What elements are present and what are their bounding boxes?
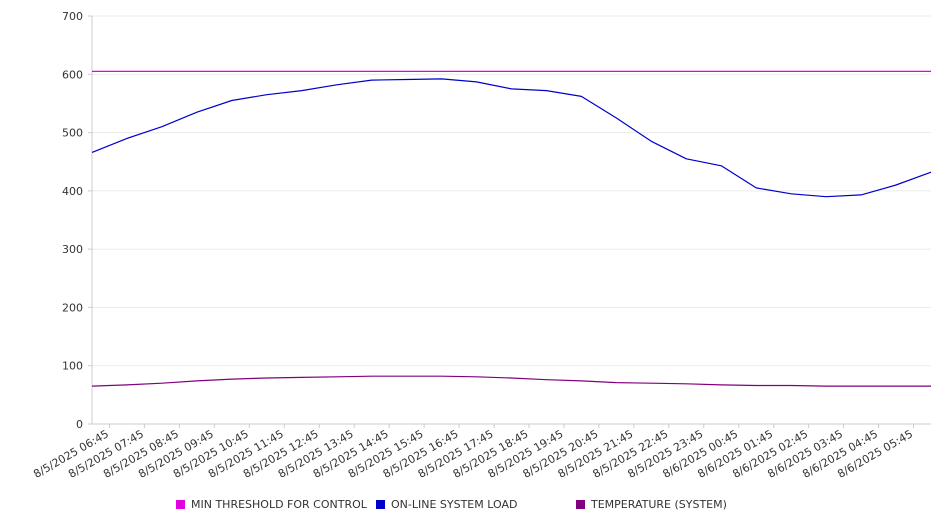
y-tick-label: 500 — [62, 127, 83, 140]
x-axis-ticks: 8/5/2025 06:458/5/2025 07:458/5/2025 08:… — [31, 424, 915, 481]
series-line-1 — [91, 78, 932, 198]
legend-swatch-temperature — [576, 500, 585, 509]
y-axis-ticks: 0 100 200 300 400 500 600 700 — [62, 10, 92, 431]
legend: MIN THRESHOLD FOR CONTROL ON-LINE SYSTEM… — [0, 498, 946, 514]
legend-label-temperature: TEMPERATURE (SYSTEM) — [591, 498, 727, 511]
grid-lines — [92, 15, 931, 367]
legend-item-threshold: MIN THRESHOLD FOR CONTROL — [176, 498, 367, 511]
y-tick-label: 0 — [76, 418, 83, 431]
y-tick-label: 600 — [62, 68, 83, 81]
y-tick-label: 300 — [62, 243, 83, 256]
legend-label-threshold: MIN THRESHOLD FOR CONTROL — [191, 498, 367, 511]
legend-item-temperature: TEMPERATURE (SYSTEM) — [576, 498, 727, 511]
axes — [91, 16, 931, 425]
y-tick-label: 200 — [62, 301, 83, 314]
legend-swatch-system-load — [376, 500, 385, 509]
series-line-2 — [91, 375, 931, 387]
y-tick-label: 100 — [62, 360, 83, 373]
legend-label-system-load: ON-LINE SYSTEM LOAD — [391, 498, 518, 511]
y-tick-label: 700 — [62, 10, 83, 23]
legend-item-system-load: ON-LINE SYSTEM LOAD — [376, 498, 517, 511]
legend-swatch-threshold — [176, 500, 185, 509]
y-tick-label: 400 — [62, 185, 83, 198]
series-lines — [91, 70, 932, 387]
